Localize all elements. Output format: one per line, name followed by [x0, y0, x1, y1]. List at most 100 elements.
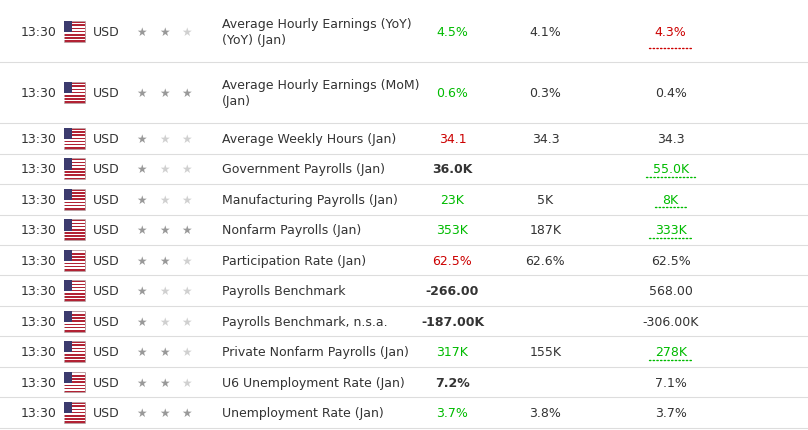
Text: 13:30: 13:30: [20, 315, 56, 328]
Text: 3.8%: 3.8%: [529, 406, 562, 419]
FancyBboxPatch shape: [64, 282, 85, 284]
Text: Payrolls Benchmark: Payrolls Benchmark: [222, 285, 346, 298]
FancyBboxPatch shape: [64, 386, 85, 388]
Text: 13:30: 13:30: [20, 224, 56, 236]
FancyBboxPatch shape: [64, 37, 85, 38]
Text: ★: ★: [159, 194, 169, 206]
Text: Unemployment Rate (Jan): Unemployment Rate (Jan): [222, 406, 384, 419]
FancyBboxPatch shape: [64, 170, 85, 172]
Text: U6 Unemployment Rate (Jan): U6 Unemployment Rate (Jan): [222, 376, 405, 389]
Text: ★: ★: [182, 345, 191, 358]
FancyBboxPatch shape: [64, 311, 85, 332]
FancyBboxPatch shape: [64, 94, 85, 96]
FancyBboxPatch shape: [64, 133, 85, 135]
Text: 3.7%: 3.7%: [436, 406, 469, 419]
FancyBboxPatch shape: [64, 159, 85, 180]
FancyBboxPatch shape: [64, 167, 85, 169]
Text: -306.00K: -306.00K: [642, 315, 699, 328]
Text: ★: ★: [159, 254, 169, 267]
Text: ★: ★: [137, 132, 146, 145]
FancyBboxPatch shape: [64, 255, 85, 257]
Text: USD: USD: [93, 163, 120, 176]
FancyBboxPatch shape: [64, 101, 85, 102]
Text: 55.0K: 55.0K: [653, 163, 688, 176]
FancyBboxPatch shape: [64, 383, 85, 384]
Text: USD: USD: [93, 26, 120, 39]
FancyBboxPatch shape: [64, 322, 85, 324]
FancyBboxPatch shape: [64, 228, 85, 230]
FancyBboxPatch shape: [64, 298, 85, 300]
FancyBboxPatch shape: [64, 380, 85, 381]
Text: USD: USD: [93, 285, 120, 298]
FancyBboxPatch shape: [64, 264, 85, 266]
FancyBboxPatch shape: [64, 402, 72, 413]
FancyBboxPatch shape: [64, 258, 85, 260]
Text: 7.2%: 7.2%: [435, 376, 470, 389]
Text: ★: ★: [137, 87, 146, 100]
FancyBboxPatch shape: [64, 27, 85, 28]
Text: ★: ★: [159, 345, 169, 358]
Text: ★: ★: [137, 26, 146, 39]
Text: 0.4%: 0.4%: [654, 87, 687, 100]
Text: 23K: 23K: [440, 194, 465, 206]
FancyBboxPatch shape: [64, 204, 85, 206]
FancyBboxPatch shape: [64, 197, 85, 199]
Text: ★: ★: [182, 26, 191, 39]
Text: -187.00K: -187.00K: [421, 315, 484, 328]
FancyBboxPatch shape: [64, 34, 85, 35]
Text: Average Hourly Earnings (MoM)
(Jan): Average Hourly Earnings (MoM) (Jan): [222, 79, 419, 108]
Text: ★: ★: [159, 26, 169, 39]
FancyBboxPatch shape: [64, 30, 85, 32]
FancyBboxPatch shape: [64, 237, 85, 239]
FancyBboxPatch shape: [64, 372, 72, 383]
FancyBboxPatch shape: [64, 231, 85, 233]
Text: 62.5%: 62.5%: [650, 254, 691, 267]
FancyBboxPatch shape: [64, 250, 72, 261]
Text: ★: ★: [182, 406, 191, 419]
FancyBboxPatch shape: [64, 311, 72, 322]
Text: USD: USD: [93, 224, 120, 236]
FancyBboxPatch shape: [64, 177, 85, 178]
Text: 34.3: 34.3: [657, 132, 684, 145]
FancyBboxPatch shape: [64, 159, 72, 170]
Text: 13:30: 13:30: [20, 254, 56, 267]
FancyBboxPatch shape: [64, 316, 85, 317]
FancyBboxPatch shape: [64, 164, 85, 166]
FancyBboxPatch shape: [64, 88, 85, 89]
FancyBboxPatch shape: [64, 350, 85, 351]
Text: USD: USD: [93, 345, 120, 358]
FancyBboxPatch shape: [64, 356, 85, 357]
FancyBboxPatch shape: [64, 22, 72, 34]
FancyBboxPatch shape: [64, 24, 85, 25]
Text: 155K: 155K: [529, 345, 562, 358]
Text: ★: ★: [182, 87, 191, 100]
Text: 5K: 5K: [537, 194, 553, 206]
Text: 36.0K: 36.0K: [432, 163, 473, 176]
FancyBboxPatch shape: [64, 221, 85, 223]
FancyBboxPatch shape: [64, 83, 85, 104]
Text: USD: USD: [93, 406, 120, 419]
Text: USD: USD: [93, 194, 120, 206]
Text: 34.1: 34.1: [439, 132, 466, 145]
FancyBboxPatch shape: [64, 268, 85, 269]
Text: 4.3%: 4.3%: [654, 26, 687, 39]
FancyBboxPatch shape: [64, 341, 85, 362]
FancyBboxPatch shape: [64, 190, 72, 200]
FancyBboxPatch shape: [64, 252, 85, 253]
FancyBboxPatch shape: [64, 420, 85, 421]
FancyBboxPatch shape: [64, 85, 85, 86]
Text: ★: ★: [137, 315, 146, 328]
Text: Participation Rate (Jan): Participation Rate (Jan): [222, 254, 366, 267]
Text: USD: USD: [93, 315, 120, 328]
Text: -266.00: -266.00: [426, 285, 479, 298]
Text: ★: ★: [182, 285, 191, 298]
FancyBboxPatch shape: [64, 191, 85, 193]
Text: ★: ★: [159, 376, 169, 389]
FancyBboxPatch shape: [64, 220, 85, 240]
Text: 333K: 333K: [654, 224, 687, 236]
FancyBboxPatch shape: [64, 289, 85, 290]
FancyBboxPatch shape: [64, 140, 85, 141]
Text: 13:30: 13:30: [20, 26, 56, 39]
FancyBboxPatch shape: [64, 83, 72, 94]
FancyBboxPatch shape: [64, 281, 85, 301]
